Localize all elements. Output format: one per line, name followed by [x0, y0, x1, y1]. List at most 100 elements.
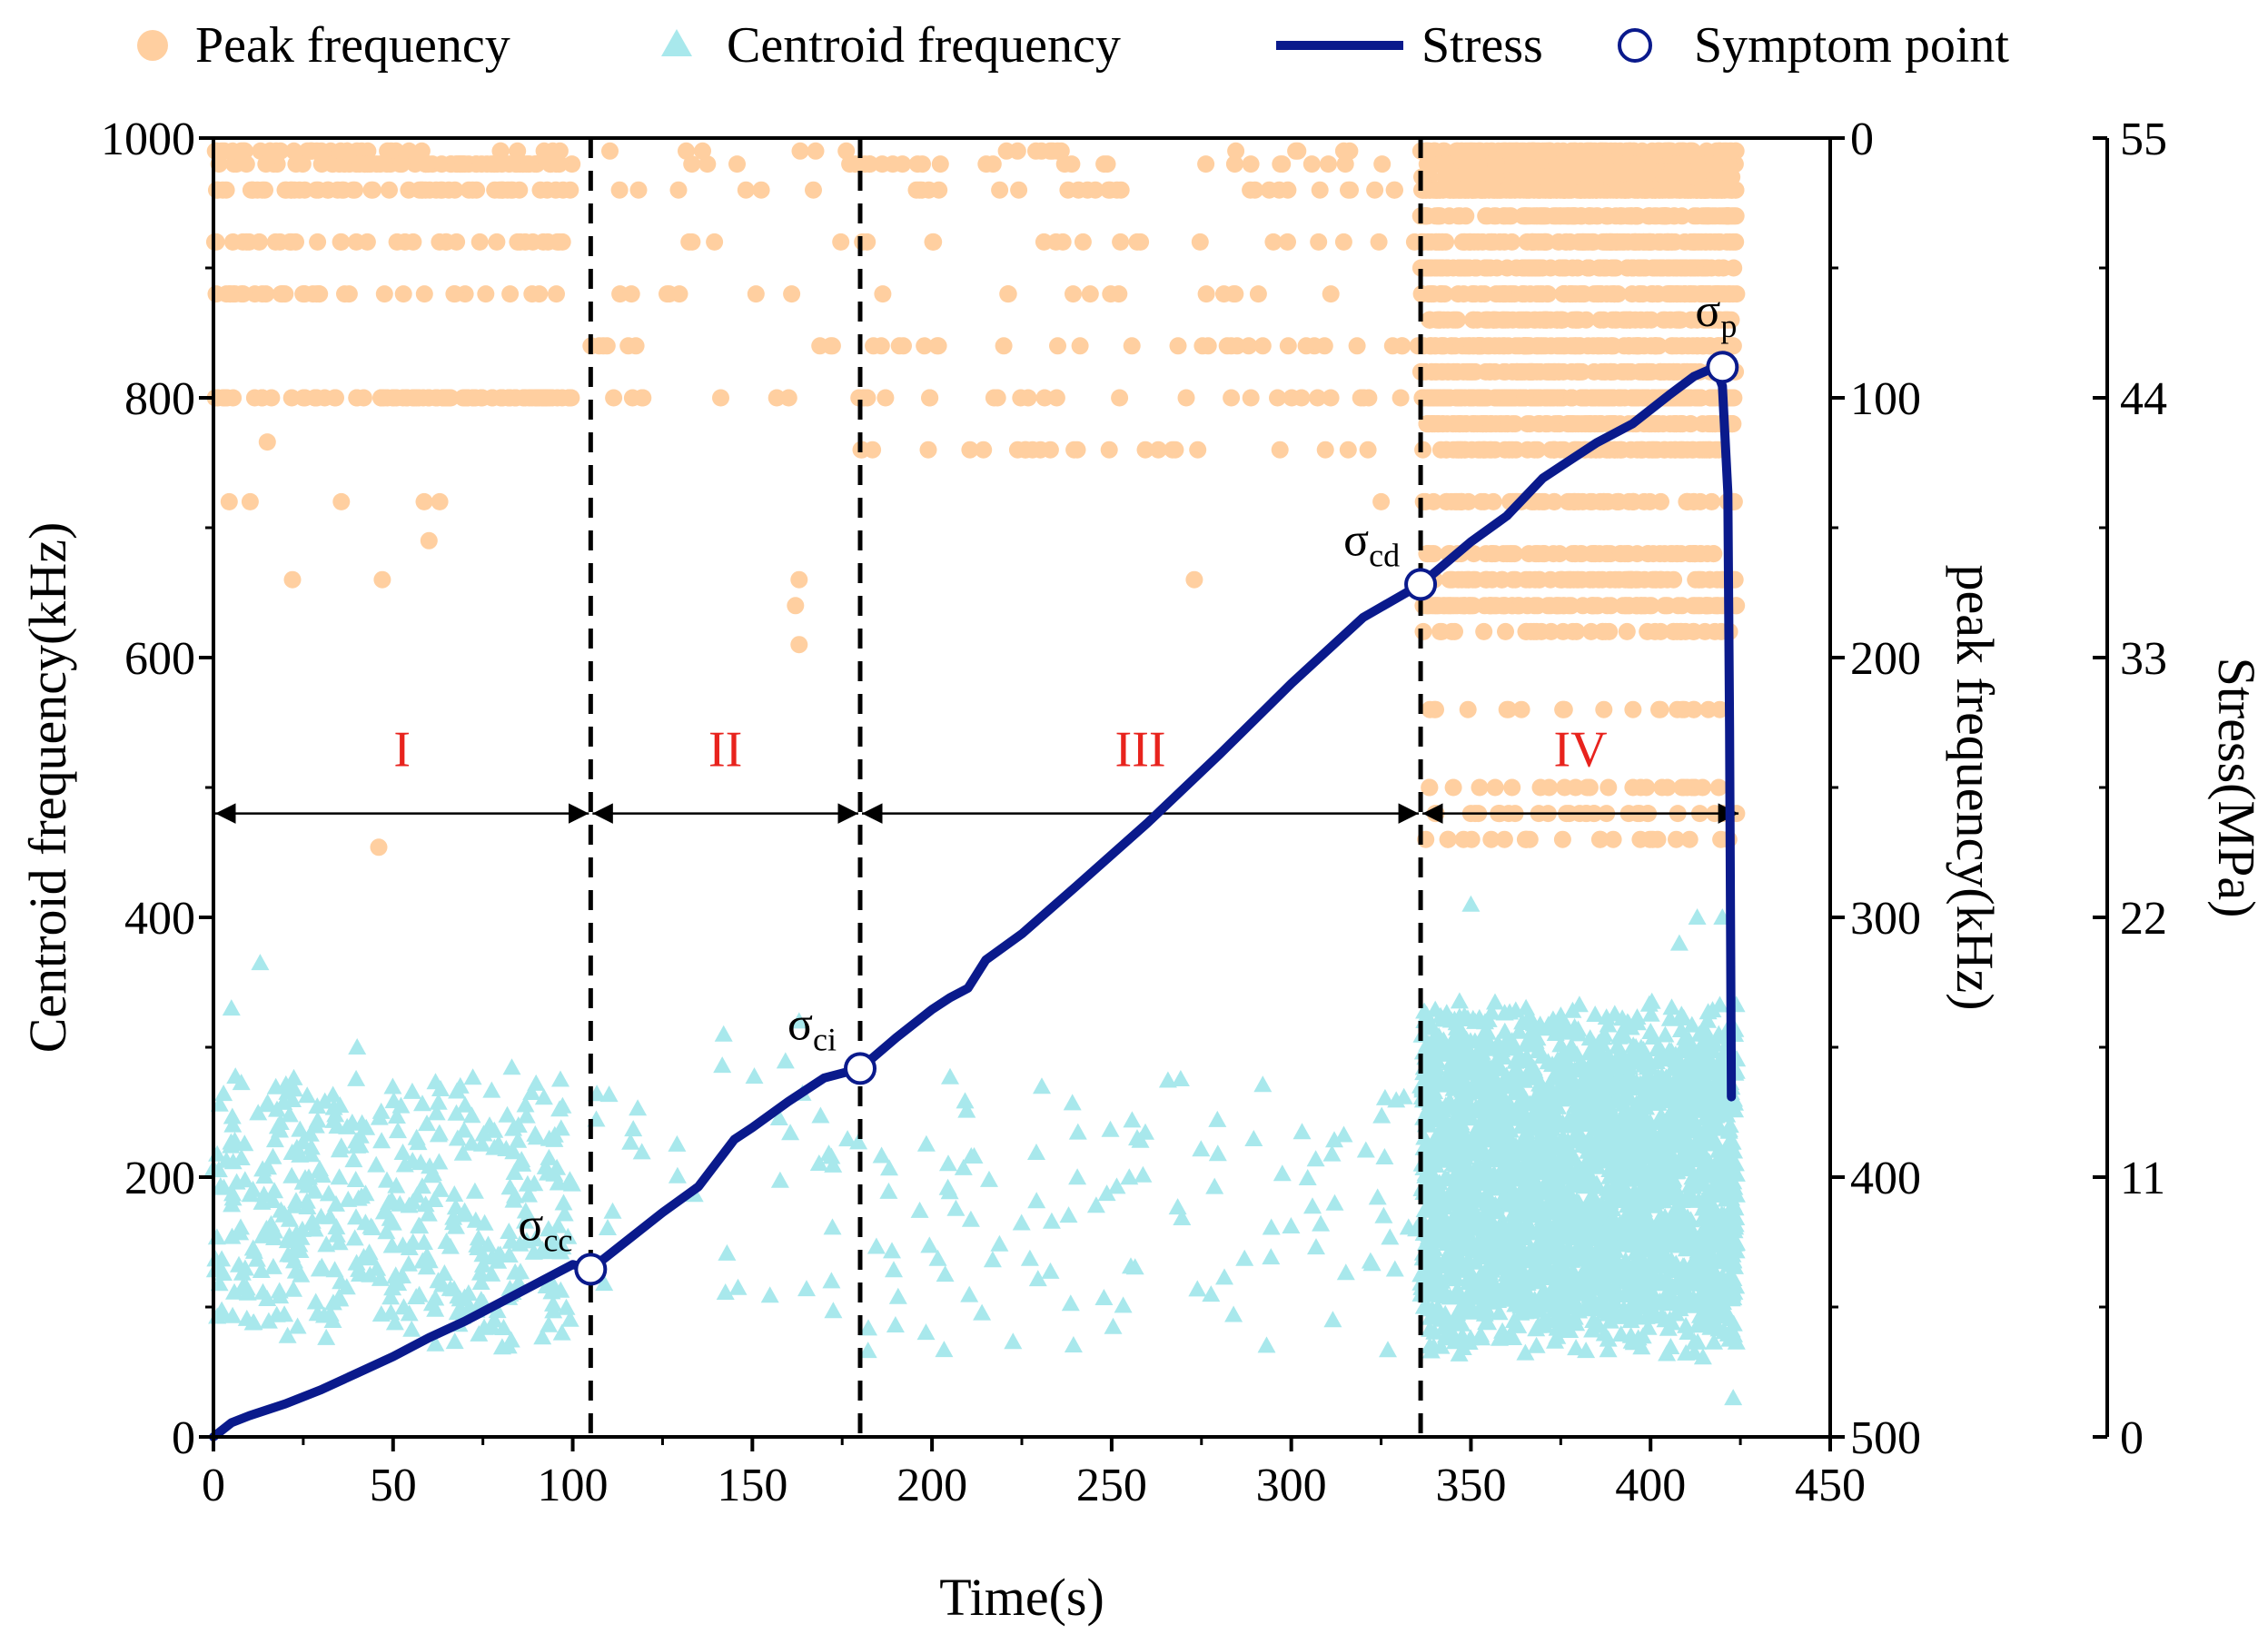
centroid-frequency-point: [629, 1099, 648, 1116]
centroid-frequency-point: [797, 1280, 816, 1297]
peak-frequency-point: [678, 142, 695, 160]
peak-frequency-point: [1690, 389, 1708, 407]
peak-frequency-point: [1703, 492, 1720, 510]
peak-frequency-point: [984, 155, 1002, 173]
peak-frequency-point: [1549, 597, 1567, 615]
peak-frequency-point: [1526, 441, 1543, 459]
centroid-frequency-point: [961, 1210, 980, 1227]
centroid-frequency-point: [284, 1068, 303, 1085]
centroid-frequency-point: [728, 1278, 748, 1295]
centroid-frequency-point: [1168, 1198, 1187, 1215]
peak-frequency-point: [421, 181, 439, 199]
peak-frequency-point: [1603, 311, 1621, 329]
peak-frequency-point: [680, 233, 698, 251]
peak-frequency-point: [1679, 337, 1698, 355]
peak-frequency-point: [1242, 389, 1260, 407]
peak-frequency-point: [358, 233, 376, 251]
peak-frequency-point: [1604, 259, 1622, 277]
centroid-frequency-point: [323, 1085, 342, 1103]
centroid-frequency-point: [1068, 1168, 1087, 1185]
peak-frequency-point: [1699, 207, 1718, 225]
peak-frequency-point: [1065, 285, 1082, 303]
peak-frequency-point: [1471, 142, 1489, 160]
peak-frequency-point: [1556, 285, 1574, 303]
peak-frequency-point: [1538, 168, 1556, 186]
centroid-frequency-point: [823, 1218, 842, 1235]
peak-frequency-point: [500, 389, 518, 407]
peak-frequency-point: [1700, 441, 1718, 459]
centroid-frequency-point: [941, 1067, 959, 1084]
peak-frequency-point: [1516, 389, 1534, 407]
peak-frequency-point: [768, 389, 786, 407]
peak-frequency-point: [1560, 570, 1579, 589]
peak-frequency-point: [1668, 545, 1686, 563]
peak-frequency-point: [1591, 830, 1609, 848]
centroid-frequency-point: [668, 1166, 687, 1183]
peak-frequency-point: [694, 142, 711, 160]
peak-frequency-point: [1035, 389, 1054, 407]
peak-frequency-point: [1520, 570, 1539, 589]
peak-frequency-point: [1465, 415, 1483, 433]
peak-frequency-point: [1531, 207, 1550, 225]
peak-frequency-point: [1227, 142, 1245, 160]
peak-frequency-point: [1619, 492, 1638, 510]
peak-frequency-point: [1503, 233, 1521, 251]
peak-frequency-point: [1653, 778, 1671, 797]
peak-frequency-point: [1561, 233, 1580, 251]
peak-frequency-point: [363, 181, 381, 199]
peak-frequency-point: [1223, 337, 1240, 355]
centroid-frequency-point: [445, 1185, 464, 1202]
peak-frequency-point: [1609, 389, 1628, 407]
peak-frequency-point: [1639, 622, 1657, 640]
peak-frequency-point: [1225, 155, 1243, 173]
centroid-frequency-point: [1042, 1212, 1061, 1229]
peak-frequency-point: [1678, 492, 1696, 510]
peak-frequency-point: [531, 181, 550, 199]
peak-frequency-point: [1516, 830, 1534, 848]
centroid-frequency-point: [973, 1303, 992, 1321]
peak-frequency-point: [1512, 142, 1530, 160]
centroid-frequency-point: [282, 1166, 302, 1183]
peak-frequency-point: [1725, 259, 1743, 277]
peak-frequency-point: [1481, 337, 1499, 355]
centroid-frequency-point: [1262, 1218, 1281, 1235]
centroid-frequency-point: [330, 1168, 349, 1185]
centroid-frequency-point: [383, 1077, 402, 1094]
peak-frequency-point: [1486, 545, 1504, 563]
peak-frequency-point: [1532, 622, 1550, 640]
peak-frequency-point: [1471, 778, 1489, 797]
centroid-frequency-point: [1273, 1164, 1292, 1182]
peak-frequency-point: [1647, 337, 1665, 355]
peak-frequency-point: [1497, 622, 1514, 640]
peak-frequency-point: [790, 570, 808, 589]
centroid-frequency-point: [1027, 1192, 1046, 1209]
peak-frequency-point: [1494, 285, 1512, 303]
peak-frequency-point: [1669, 700, 1687, 718]
peak-frequency-point: [1536, 389, 1554, 407]
centroid-frequency-point: [345, 1229, 364, 1246]
peak-frequency-point: [308, 389, 326, 407]
centroid-frequency-point: [1215, 1268, 1233, 1285]
peak-frequency-point: [991, 181, 1009, 199]
peak-frequency-point: [698, 155, 717, 173]
peak-frequency-point: [1650, 700, 1668, 718]
peak-frequency-point: [420, 531, 438, 550]
centroid-frequency-point: [284, 1280, 302, 1297]
peak-frequency-point: [561, 181, 579, 199]
legend: Peak frequency Centroid frequency Stress…: [137, 17, 2009, 74]
centroid-frequency-point: [888, 1287, 907, 1304]
peak-frequency-point: [346, 181, 363, 199]
centroid-frequency-point: [1292, 1123, 1312, 1140]
centroid-frequency-point: [1307, 1238, 1325, 1255]
peak-frequency-point: [1619, 545, 1638, 563]
peak-frequency-point: [1663, 285, 1680, 303]
centroid-frequency-point: [1061, 1294, 1080, 1312]
centroid-frequency-point: [983, 1251, 1002, 1268]
centroid-frequency-point: [367, 1155, 386, 1173]
peak-frequency-point: [544, 142, 562, 160]
peak-frequency-point: [438, 389, 456, 407]
peak-frequency-point: [1545, 492, 1563, 510]
peak-frequency-point: [1482, 415, 1500, 433]
peak-frequency-point: [908, 155, 926, 173]
peak-frequency-point: [670, 285, 688, 303]
